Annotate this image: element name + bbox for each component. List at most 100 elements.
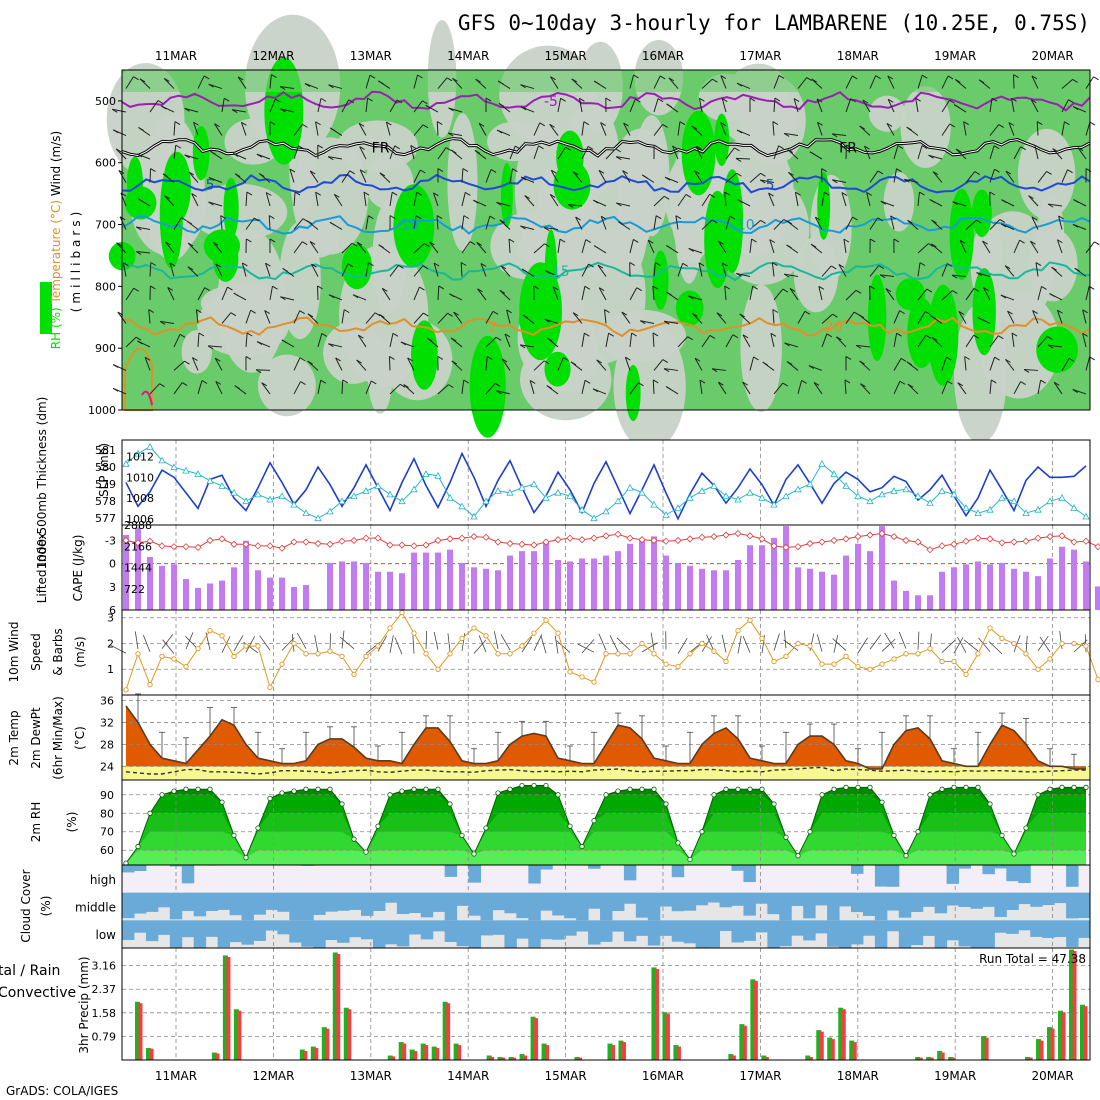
wind-barb <box>1061 121 1065 136</box>
wind-barb <box>581 263 589 277</box>
wind-barb <box>701 335 711 348</box>
wind-barb <box>821 265 832 277</box>
wind-barb-flag <box>711 219 718 224</box>
cloud-middle-cell <box>910 892 924 912</box>
wind10-barb <box>389 635 394 654</box>
cloud-middle-cell <box>384 892 398 903</box>
cape-bar <box>363 562 369 610</box>
cloud-low-cell <box>504 920 517 948</box>
wind-barb <box>389 145 396 160</box>
wind10-speed-point <box>159 653 165 660</box>
wind-barb-flag <box>679 121 686 126</box>
wind-barb <box>814 216 823 230</box>
thickness-point <box>902 485 910 493</box>
wind-barb <box>184 154 199 160</box>
wind-barb <box>149 168 152 183</box>
cloud-middle-cell <box>611 892 625 912</box>
wind-barb <box>821 192 825 207</box>
wind10-ylabel-2: Speed <box>29 633 43 671</box>
thickness-tick-label: 581 <box>95 444 116 457</box>
run-total-bg <box>940 950 1088 966</box>
rh2m-point <box>543 782 549 789</box>
precip-conv-bar <box>325 1028 330 1060</box>
li-point <box>902 536 910 545</box>
rh2m-point <box>159 792 165 798</box>
wind-barb <box>112 108 127 113</box>
wind-barb-flag <box>422 100 428 105</box>
wind-barb-flag <box>666 103 672 108</box>
rh-moist-patch <box>192 125 210 181</box>
wind-barb-flag <box>392 332 399 337</box>
rh-moist-patch <box>1036 326 1078 373</box>
wind-barb-flag <box>266 192 272 196</box>
rh2m-point <box>435 786 441 792</box>
wind-barb-flag <box>999 219 1006 223</box>
wind10-speed-point <box>795 640 801 647</box>
wind-barb-flag <box>1034 144 1041 149</box>
wind-barb <box>653 98 659 113</box>
thickness-point <box>614 497 622 505</box>
wind-barb-flag <box>208 201 214 206</box>
cloud-low-cell <box>217 920 231 948</box>
wind10-barb <box>816 634 823 652</box>
wind-barb-flag <box>317 285 323 290</box>
cloud-middle-cell <box>791 892 804 906</box>
thickness-point <box>1022 509 1030 516</box>
cape-bar <box>795 567 801 610</box>
rh2m-point <box>987 801 993 807</box>
wind10-speed-point <box>483 633 489 639</box>
wind-barb-flag <box>268 215 275 219</box>
li-point <box>194 543 202 551</box>
wind-barb-flag <box>1047 336 1053 340</box>
precip-conv-bar <box>1072 950 1077 1060</box>
wind10-barb <box>521 636 533 653</box>
cloud-high-cell <box>958 865 971 869</box>
wind-barb-flag <box>608 332 614 337</box>
thickness-point <box>230 488 238 496</box>
wind-barb-flag <box>489 215 496 220</box>
wind10-barb <box>581 639 595 654</box>
cloud-high-cell <box>444 865 458 877</box>
wind-barb-flag <box>399 383 406 388</box>
wind-barb-flag <box>850 98 856 103</box>
wind-barb-flag <box>593 245 600 250</box>
wind-barb <box>509 168 513 183</box>
thickness-point <box>1082 512 1090 520</box>
rh-moist-patch <box>652 250 669 310</box>
wind-barb-flag <box>433 262 440 267</box>
wind-barb-flag <box>184 107 190 112</box>
wind10-speed-point <box>447 651 453 657</box>
wind-barb-flag <box>265 262 271 267</box>
thickness-point <box>494 487 502 494</box>
wind-barb-flag <box>793 98 800 103</box>
rh-moist-patch <box>714 113 730 167</box>
rh2m-point <box>231 832 237 839</box>
wind-barb-flag <box>135 251 142 255</box>
wind10-speed-point <box>147 682 153 688</box>
wind-barb <box>358 123 367 136</box>
wind-barb <box>1061 358 1070 371</box>
cloud-middle-cell <box>1042 892 1055 906</box>
cloud-middle-cell <box>289 892 302 921</box>
cloud-middle-cell <box>767 892 780 915</box>
wind-barb <box>385 121 391 136</box>
wind-barb-flag <box>485 97 492 102</box>
wind-barb <box>581 380 586 395</box>
wind-barb-flag <box>123 262 129 267</box>
wind-barb <box>365 74 371 89</box>
wind-barb <box>856 344 871 348</box>
li-point <box>242 540 250 548</box>
wind-barb <box>1035 262 1039 277</box>
cape-bar <box>555 559 561 610</box>
cape-bar <box>567 561 573 610</box>
wind-barb-flag <box>159 383 165 388</box>
cape-bar <box>1071 549 1077 610</box>
wind-barb <box>816 98 823 113</box>
slp-tick-label: 1008 <box>126 492 154 505</box>
wind-barb-flag <box>250 309 256 314</box>
wind-barb-flag <box>520 225 526 230</box>
wind-barb-flag <box>752 285 758 290</box>
wind10-barb <box>329 633 331 652</box>
wind10-speed-point <box>627 651 633 657</box>
wind-barb <box>1052 148 1063 160</box>
